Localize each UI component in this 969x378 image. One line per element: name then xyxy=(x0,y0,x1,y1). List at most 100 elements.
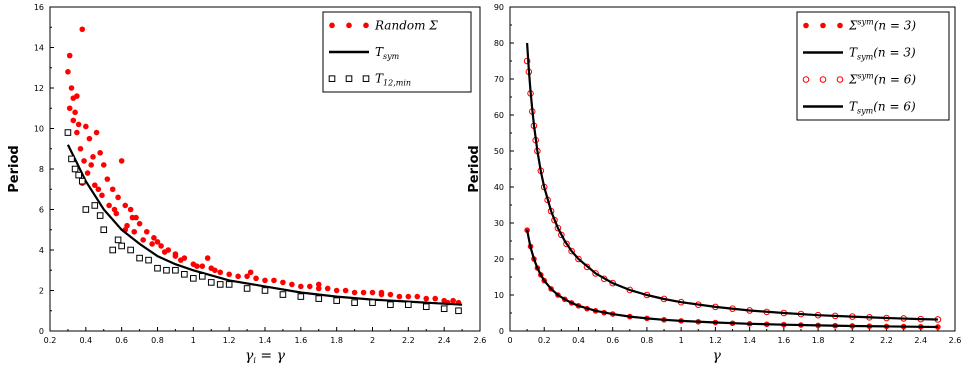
legend-marker xyxy=(345,75,353,82)
data-point xyxy=(226,271,232,278)
series-2 xyxy=(526,229,938,329)
data-point xyxy=(127,206,134,213)
legend-marker xyxy=(328,75,336,82)
data-point xyxy=(129,214,136,221)
data-point xyxy=(198,273,206,280)
x-axis-label: γi = γ xyxy=(245,348,286,365)
data-point xyxy=(261,287,269,294)
x-tick-label: 1.8 xyxy=(330,336,343,345)
data-point xyxy=(199,263,206,270)
data-point xyxy=(306,283,313,290)
data-point xyxy=(154,264,161,272)
series-3 xyxy=(64,129,462,315)
data-point xyxy=(158,243,164,249)
legend-marker xyxy=(803,22,809,29)
data-point xyxy=(455,307,462,315)
data-point xyxy=(315,295,323,302)
legend-marker xyxy=(329,22,335,29)
legend-marker xyxy=(837,22,843,29)
data-point xyxy=(280,279,286,286)
data-point xyxy=(315,281,322,288)
data-point xyxy=(95,186,102,193)
y-tick-label: 6 xyxy=(39,206,44,215)
data-point xyxy=(181,271,188,278)
legend-entry: T12,min xyxy=(328,72,411,88)
data-point xyxy=(207,279,215,286)
data-point xyxy=(204,255,211,261)
legend-label: Random Σ xyxy=(374,18,438,32)
data-point xyxy=(78,177,86,185)
data-point xyxy=(82,206,90,213)
data-point xyxy=(212,267,218,274)
legend: Σsym(n = 3) Tsym(n = 3) Σsym(n = 6) Tsym(n … xyxy=(796,11,950,121)
data-point xyxy=(163,266,170,274)
legend-marker xyxy=(802,76,810,83)
x-tick-label: 2.6 xyxy=(474,336,487,345)
data-point xyxy=(99,192,105,199)
data-point xyxy=(127,246,134,254)
x-tick-label: 1.2 xyxy=(709,336,722,345)
data-point xyxy=(93,129,100,136)
data-point xyxy=(568,247,575,255)
legend-marker xyxy=(363,22,369,29)
data-point xyxy=(96,212,104,219)
x-tick-label: 1.6 xyxy=(294,336,307,345)
data-point xyxy=(91,202,99,209)
y-tick-label: 14 xyxy=(34,44,44,53)
data-point xyxy=(81,158,87,164)
x-tick-label: 0.4 xyxy=(572,336,585,345)
data-point xyxy=(114,236,122,244)
data-point xyxy=(423,295,430,302)
data-point xyxy=(115,194,121,201)
x-tick-label: 1.2 xyxy=(223,336,236,345)
series-1 xyxy=(524,227,941,330)
data-point xyxy=(432,295,439,302)
series-line xyxy=(526,42,938,321)
data-point xyxy=(65,69,71,75)
data-point xyxy=(247,269,254,276)
data-point xyxy=(315,285,322,292)
x-tick-label: 0 xyxy=(507,336,512,345)
data-point xyxy=(298,283,304,290)
legend-marker xyxy=(819,76,827,83)
legend-label: Σsym(n = 6) xyxy=(848,72,916,87)
data-point xyxy=(387,291,394,298)
data-point xyxy=(177,257,184,263)
series-line xyxy=(66,144,463,306)
data-point xyxy=(74,129,80,136)
x-tick-label: 0.2 xyxy=(44,336,57,345)
y-tick-label: 12 xyxy=(34,84,44,93)
x-tick-label: 2.2 xyxy=(402,336,415,345)
data-point xyxy=(194,263,200,270)
y-tick-label: 8 xyxy=(39,165,44,174)
data-point xyxy=(79,26,86,33)
data-point xyxy=(172,253,179,259)
data-point xyxy=(387,301,394,308)
series-4 xyxy=(526,42,938,321)
data-point xyxy=(111,206,118,213)
x-tick-label: 1.6 xyxy=(777,336,790,345)
x-tick-label: 2.2 xyxy=(880,336,893,345)
x-tick-label: 0.8 xyxy=(641,336,654,345)
data-point xyxy=(243,285,251,292)
x-tick-label: 0.8 xyxy=(151,336,164,345)
data-point xyxy=(100,162,107,168)
data-point xyxy=(70,117,77,124)
data-point xyxy=(109,186,116,193)
x-tick-label: 0.6 xyxy=(606,336,619,345)
data-point xyxy=(161,249,168,255)
y-tick-label: 10 xyxy=(494,291,504,300)
data-point xyxy=(217,269,224,276)
data-point xyxy=(450,297,456,304)
legend-entry: Tsym(n = 6) xyxy=(803,100,916,116)
x-tick-label: 2 xyxy=(850,336,855,345)
data-point xyxy=(378,289,385,296)
data-point xyxy=(289,281,295,288)
x-tick-label: 0.6 xyxy=(115,336,128,345)
y-axis-label: Period xyxy=(7,145,22,192)
x-tick-label: 0.2 xyxy=(538,336,551,345)
series-line xyxy=(526,229,938,329)
legend-marker xyxy=(820,22,826,29)
data-point xyxy=(351,289,358,296)
legend-label: Σsym(n = 3) xyxy=(848,18,916,33)
